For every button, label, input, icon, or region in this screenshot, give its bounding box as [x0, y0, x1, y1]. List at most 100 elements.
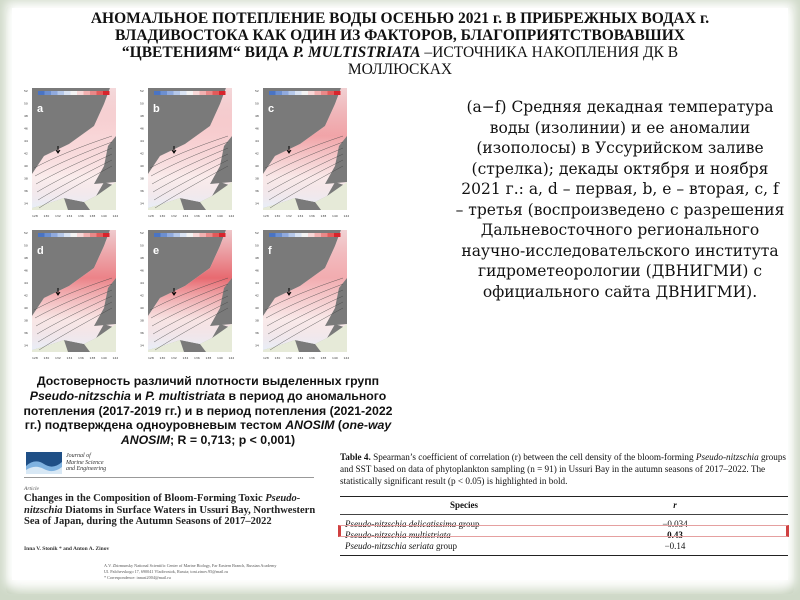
- lon-tick: 134: [183, 214, 189, 218]
- slide-paper: [12, 8, 788, 580]
- colorbar-swatch: [275, 91, 282, 95]
- colorbar-swatch: [321, 91, 328, 95]
- colorbar-swatch: [282, 233, 289, 237]
- colorbar-swatch: [57, 91, 64, 95]
- text: Changes in the Composition of Bloom-Form…: [24, 493, 266, 504]
- lon-tick: 130: [44, 356, 50, 360]
- lat-tick: 46: [24, 127, 28, 131]
- colorbar-swatch: [180, 91, 187, 95]
- title-line: МОЛЛЮСКАХ: [347, 61, 453, 78]
- arrow-icon: [171, 288, 177, 296]
- colorbar-swatch: [288, 91, 295, 95]
- text: в период до аномального потепления (2017…: [23, 388, 393, 433]
- lat-tick: 36: [140, 331, 144, 335]
- arrow-icon: [55, 288, 61, 296]
- lat-tick: 36: [255, 189, 259, 193]
- lat-tick: 34: [140, 344, 144, 348]
- colorbar-swatch: [212, 233, 219, 237]
- table-body: Species r Pseudo-nitzschia delicatissima…: [338, 496, 789, 556]
- lon-tick: 140: [332, 356, 338, 360]
- colorbar-swatch: [173, 91, 180, 95]
- lon-tick: 136: [78, 214, 84, 218]
- lat-tick: 46: [140, 269, 144, 273]
- lon-tick: 142: [113, 214, 119, 218]
- map-panel-d: d 52 50 48 46 44 42 40 38 36 34 128 130 132 134 136 138 1…: [24, 228, 120, 363]
- colorbar-swatch: [327, 91, 334, 95]
- colorbar-swatch: [83, 91, 90, 95]
- lon-tick: 136: [78, 356, 84, 360]
- colorbar-swatch: [64, 91, 71, 95]
- lat-tick: 48: [255, 114, 259, 118]
- colorbar-swatch: [321, 233, 328, 237]
- lat-tick: 50: [140, 244, 144, 248]
- lon-tick: 142: [113, 356, 119, 360]
- colorbar-swatch: [301, 233, 308, 237]
- lat-tick: 46: [140, 127, 144, 131]
- colorbar-swatch: [301, 91, 308, 95]
- colorbar-swatch: [295, 91, 302, 95]
- colorbar-swatch: [83, 233, 90, 237]
- panel-label: d: [37, 245, 44, 257]
- lat-tick: 40: [24, 164, 28, 168]
- text: group: [433, 541, 457, 551]
- species-cell: Pseudo-nitzschia multistriata: [345, 530, 451, 541]
- lat-tick: 40: [255, 164, 259, 168]
- text: Pseudo-nitzschia multistriata: [345, 530, 451, 540]
- title-line: ВЛАДИВОСТОКА КАК ОДИН ИЗ ФАКТОРОВ, БЛАГО…: [115, 27, 685, 44]
- lat-tick: 36: [24, 189, 28, 193]
- lat-tick: 42: [140, 152, 144, 156]
- lat-tick: 46: [255, 127, 259, 131]
- colorbar-swatch: [275, 233, 282, 237]
- lon-tick: 136: [194, 214, 200, 218]
- text: Ul. Palchevskogo 17, 690041 Vladivostok,…: [104, 569, 229, 574]
- lon-tick: 140: [217, 214, 223, 218]
- text: (: [334, 418, 342, 433]
- arrow-icon: [286, 146, 292, 154]
- text: Table 4.: [340, 452, 371, 462]
- lon-tick: 132: [171, 214, 177, 218]
- lat-tick: 38: [140, 177, 144, 181]
- lat-tick: 36: [140, 189, 144, 193]
- lon-tick: 140: [101, 214, 107, 218]
- colorbar-swatch: [206, 91, 213, 95]
- lat-tick: 44: [24, 139, 28, 143]
- lat-tick: 52: [140, 89, 144, 93]
- lon-tick: 134: [67, 356, 73, 360]
- map-panel-a: a 52 50 48 46 44 42 40 38 36 34 128 130 132 134 136 138 1…: [24, 86, 120, 221]
- colorbar-swatch: [57, 233, 64, 237]
- colorbar-swatch: [154, 91, 161, 95]
- lat-tick: 44: [24, 281, 28, 285]
- colorbar-swatch: [219, 91, 226, 95]
- table-row: Pseudo-nitzschia delicatissima group −0.0…: [340, 519, 788, 530]
- colorbar-swatch: [173, 233, 180, 237]
- colorbar-swatch: [44, 233, 51, 237]
- map-panel-b: b 52 50 48 46 44 42 40 38 36 34 128 130 132 134 136 138 1…: [140, 86, 236, 221]
- colorbar-swatch: [186, 91, 193, 95]
- lat-tick: 34: [24, 202, 28, 206]
- article-affiliations: A.V. Zhirmunsky National Scientific Cent…: [104, 563, 316, 581]
- species-name: P. MULTISTRIATA: [292, 44, 421, 61]
- lon-tick: 134: [183, 356, 189, 360]
- lon-tick: 130: [275, 214, 281, 218]
- lon-tick: 134: [298, 214, 304, 218]
- lat-tick: 42: [255, 294, 259, 298]
- lat-tick: 42: [24, 152, 28, 156]
- lat-tick: 34: [255, 202, 259, 206]
- lon-tick: 128: [263, 356, 269, 360]
- lat-tick: 50: [24, 244, 28, 248]
- lat-tick: 44: [255, 281, 259, 285]
- lat-tick: 38: [24, 177, 28, 181]
- text: Pseudo-nitzschia delicatissima: [345, 519, 457, 529]
- lon-tick: 134: [298, 356, 304, 360]
- lat-tick: 42: [255, 152, 259, 156]
- lon-tick: 136: [309, 214, 315, 218]
- species-cell: Pseudo-nitzschia delicatissima group: [345, 519, 480, 530]
- lat-tick: 52: [255, 231, 259, 235]
- text: Spearman’s coefficient of correlation (r…: [370, 452, 696, 462]
- divider: [24, 477, 314, 478]
- lat-tick: 48: [255, 256, 259, 260]
- lat-tick: 52: [255, 89, 259, 93]
- lat-tick: 38: [24, 319, 28, 323]
- lon-tick: 128: [32, 356, 38, 360]
- lon-tick: 130: [160, 214, 166, 218]
